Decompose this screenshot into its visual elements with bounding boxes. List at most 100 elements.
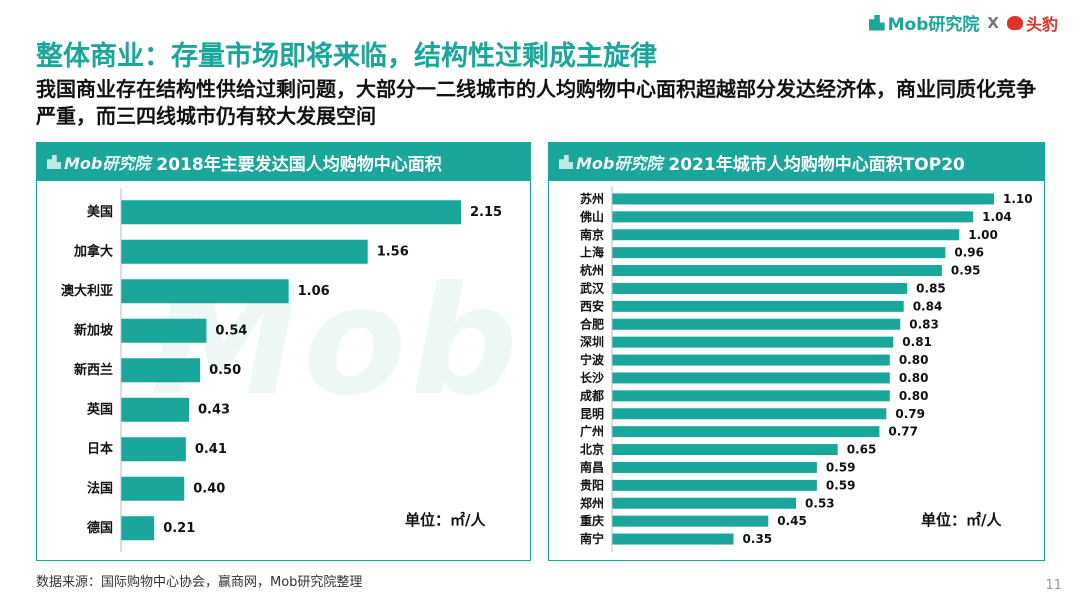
value-label: 0.95 bbox=[951, 264, 981, 278]
category-label: 英国 bbox=[86, 401, 113, 417]
panel-countries-title: 2018年主要发达国人均购物中心面积 bbox=[156, 154, 442, 175]
data-source: 数据来源：国际购物中心协会，赢商网，Mob研究院整理 bbox=[36, 575, 363, 590]
bar bbox=[121, 437, 186, 462]
value-label: 0.80 bbox=[899, 389, 929, 403]
page-subtitle: 我国商业存在结构性供给过剩问题，大部分一二线城市的人均购物中心面积超越部分发达经… bbox=[36, 77, 1036, 128]
bar bbox=[121, 397, 189, 422]
logo-separator: X bbox=[987, 13, 999, 32]
bar bbox=[121, 476, 185, 501]
category-label: 苏州 bbox=[580, 191, 604, 206]
category-label: 南京 bbox=[580, 227, 604, 242]
leadleo-logo: 头豹 bbox=[1006, 11, 1058, 35]
bar bbox=[612, 193, 994, 205]
category-label: 德国 bbox=[87, 520, 113, 536]
value-label: 0.41 bbox=[195, 442, 227, 457]
value-label: 0.79 bbox=[895, 407, 925, 421]
category-label: 武汉 bbox=[580, 280, 605, 295]
value-label: 0.54 bbox=[215, 323, 247, 338]
category-label: 新加坡 bbox=[74, 322, 114, 338]
panel-cities-title: 2021年城市人均购物中心面积TOP20 bbox=[668, 154, 965, 175]
category-label: 合肥 bbox=[580, 316, 604, 331]
mob-mark-icon bbox=[47, 155, 61, 169]
value-label: 0.85 bbox=[916, 281, 946, 295]
panel-countries: Mob研究院 2018年主要发达国人均购物中心面积 美国 2.15 加拿大 1.56 澳… bbox=[36, 142, 531, 561]
bar bbox=[612, 533, 734, 545]
category-label: 南昌 bbox=[580, 459, 604, 474]
bar bbox=[612, 372, 890, 384]
value-label: 0.80 bbox=[899, 353, 929, 367]
countries-bar-chart: 美国 2.15 加拿大 1.56 澳大利亚 1.06 新加坡 0.54 新西兰 0.50 英国 0.4… bbox=[61, 188, 502, 552]
value-label: 0.83 bbox=[909, 317, 939, 331]
mob-logo-icon bbox=[868, 14, 885, 31]
value-label: 0.81 bbox=[902, 335, 932, 349]
category-label: 上海 bbox=[580, 245, 604, 260]
bar bbox=[612, 497, 797, 509]
value-label: 0.43 bbox=[198, 402, 230, 417]
value-label: 1.06 bbox=[298, 284, 330, 299]
bar bbox=[612, 390, 890, 402]
value-label: 1.00 bbox=[968, 228, 998, 242]
bar bbox=[612, 479, 817, 491]
bar bbox=[612, 229, 960, 241]
category-label: 佛山 bbox=[579, 209, 604, 224]
panel-cities-brand: Mob研究院 bbox=[559, 150, 662, 174]
category-label: 贵阳 bbox=[580, 477, 604, 492]
category-label: 深圳 bbox=[580, 334, 604, 349]
category-label: 新西兰 bbox=[74, 362, 113, 378]
category-label: 美国 bbox=[87, 204, 113, 220]
panel-countries-unit: 单位：㎡/人 bbox=[405, 511, 486, 529]
category-label: 广州 bbox=[580, 424, 604, 439]
category-label: 西安 bbox=[580, 298, 604, 313]
value-label: 0.35 bbox=[743, 532, 773, 546]
bar bbox=[121, 358, 201, 383]
category-label: 成都 bbox=[580, 388, 604, 403]
panel-cities: Mob研究院 2021年城市人均购物中心面积TOP20 苏州 1.10 佛山 1.04… bbox=[548, 142, 1045, 561]
value-label: 0.21 bbox=[163, 521, 195, 536]
bar bbox=[612, 444, 838, 456]
value-label: 2.15 bbox=[470, 205, 502, 220]
bar bbox=[612, 336, 894, 348]
category-label: 杭州 bbox=[580, 263, 604, 278]
bar bbox=[612, 354, 890, 366]
bar bbox=[612, 265, 942, 277]
value-label: 0.96 bbox=[954, 246, 984, 260]
value-label: 0.59 bbox=[826, 478, 856, 492]
mob-logo-text: Mob研究院 bbox=[887, 15, 980, 35]
cities-bar-chart: 苏州 1.10 佛山 1.04 南京 1.00 上海 0.96 杭州 0.95 武汉 0.85 西安 0.… bbox=[579, 186, 1033, 552]
value-label: 1.04 bbox=[982, 210, 1012, 224]
value-label: 0.84 bbox=[913, 299, 943, 313]
bar bbox=[612, 461, 817, 473]
category-label: 宁波 bbox=[580, 352, 605, 367]
bar bbox=[121, 318, 207, 343]
category-label: 长沙 bbox=[580, 370, 604, 385]
category-label: 南宁 bbox=[580, 531, 604, 546]
page-title: 整体商业：存量市场即将来临，结构性过剩成主旋律 bbox=[36, 41, 657, 72]
category-label: 日本 bbox=[87, 441, 113, 457]
panel-countries-header: Mob研究院 2018年主要发达国人均购物中心面积 bbox=[37, 143, 530, 181]
panel-countries-brand: Mob研究院 bbox=[47, 150, 150, 174]
bar bbox=[612, 300, 904, 312]
panel-cities-unit: 单位：㎡/人 bbox=[921, 511, 1002, 529]
category-label: 澳大利亚 bbox=[61, 283, 113, 299]
bar bbox=[612, 515, 769, 527]
leadleo-logo-text: 头豹 bbox=[1025, 14, 1058, 34]
leopard-icon bbox=[1006, 15, 1023, 30]
bar bbox=[612, 282, 908, 294]
value-label: 1.10 bbox=[1003, 192, 1033, 206]
category-label: 北京 bbox=[580, 442, 604, 457]
value-label: 0.59 bbox=[826, 460, 856, 474]
value-label: 0.80 bbox=[899, 371, 929, 385]
category-label: 郑州 bbox=[580, 495, 604, 510]
panel-countries-brand-text: Mob研究院 bbox=[64, 154, 151, 173]
bar bbox=[612, 211, 974, 223]
header-logos: Mob研究院 X 头豹 bbox=[868, 10, 1058, 35]
bar bbox=[121, 239, 368, 264]
value-label: 0.53 bbox=[805, 496, 835, 510]
bar bbox=[612, 318, 901, 330]
category-label: 昆明 bbox=[580, 407, 604, 421]
category-label: 加拿大 bbox=[73, 243, 113, 259]
bar bbox=[612, 426, 880, 438]
mob-logo: Mob研究院 bbox=[868, 10, 980, 35]
bar bbox=[612, 247, 946, 259]
bar bbox=[612, 408, 887, 420]
